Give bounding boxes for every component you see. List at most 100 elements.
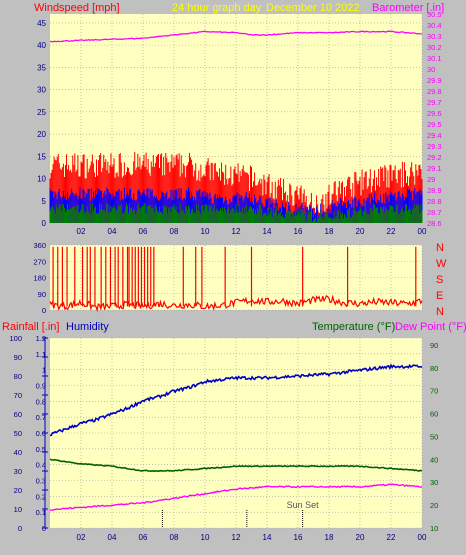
rainfall-tick-label: 0.4 bbox=[36, 461, 46, 470]
direction-spikes bbox=[52, 246, 417, 307]
time-tick-label: 08 bbox=[170, 533, 179, 542]
temperature-tick-label: 40 bbox=[430, 455, 438, 464]
rainfall-tick-label: 0 bbox=[42, 524, 46, 533]
windspeed-tick-label: 0 bbox=[42, 219, 47, 228]
rainfall-tick-label: 1.2 bbox=[36, 334, 46, 343]
humidity-tick-label: 60 bbox=[14, 410, 22, 419]
barometer-tick-label: 30.1 bbox=[427, 54, 442, 63]
humidity-tick-label: 20 bbox=[14, 486, 22, 495]
time-tick-labels: 02 04 06 08 10 12 14 16 18 20 22 00 bbox=[77, 533, 427, 542]
windspeed-tick-label: 5 bbox=[42, 197, 47, 206]
chart-date: December 10 2022 bbox=[266, 2, 360, 14]
humidity-tick-label: 10 bbox=[14, 505, 22, 514]
rainfall-tick-label: 0.1 bbox=[36, 508, 46, 517]
time-tick-label: 16 bbox=[294, 227, 303, 236]
wind-barometer-panel: 0 5 10 15 20 25 30 35 40 45 28.6 28.7 28.8 28.9 29 29.… bbox=[37, 10, 442, 236]
barometer-tick-label: 28.9 bbox=[427, 186, 442, 195]
windspeed-tick-label: 35 bbox=[37, 63, 46, 72]
humidity-tick-label: 90 bbox=[14, 353, 22, 362]
temperature-tick-label: 20 bbox=[430, 501, 438, 510]
windspeed-tick-label: 30 bbox=[37, 86, 46, 95]
rainfall-tick-label: 1.1 bbox=[36, 350, 46, 359]
time-tick-label: 18 bbox=[325, 533, 334, 542]
barometer-tick-label: 30.4 bbox=[427, 21, 442, 30]
barometer-tick-label: 29.3 bbox=[427, 142, 442, 151]
time-tick-label: 00 bbox=[418, 533, 427, 542]
rainfall-tick-label: 0.7 bbox=[36, 413, 46, 422]
barometer-tick-label: 30.2 bbox=[427, 43, 442, 52]
barometer-tick-label: 29.2 bbox=[427, 153, 442, 162]
barometer-tick-label: 29.6 bbox=[427, 109, 442, 118]
windspeed-tick-label: 25 bbox=[37, 108, 46, 117]
rainfall-tick-label: 0.5 bbox=[36, 445, 46, 454]
barometer-tick-label: 29.7 bbox=[427, 98, 442, 107]
barometer-tick-label: 29.4 bbox=[427, 131, 442, 140]
barometer-tick-label: 29.9 bbox=[427, 76, 442, 85]
windspeed-bands bbox=[49, 152, 423, 223]
barometer-tick-label: 28.6 bbox=[427, 219, 442, 228]
rainfall-tick-label: 0.3 bbox=[36, 477, 46, 486]
direction-tick-labels: 0 90 180 270 360 bbox=[33, 241, 46, 315]
barometer-tick-labels: 28.6 28.7 28.8 28.9 29 29.1 29.2 29.3 29.4 29.5 29… bbox=[427, 10, 442, 228]
windspeed-tick-label: 45 bbox=[37, 19, 46, 28]
time-tick-label: 06 bbox=[139, 227, 148, 236]
direction-tick-label: 0 bbox=[42, 306, 46, 315]
humidity-tick-label: 50 bbox=[14, 429, 22, 438]
time-tick-label: 12 bbox=[232, 227, 241, 236]
rainfall-tick-label: 0.2 bbox=[36, 492, 46, 501]
direction-tick-label: 90 bbox=[38, 290, 46, 299]
humidity-tick-label: 40 bbox=[14, 448, 22, 457]
rainfall-tick-label: 0.9 bbox=[36, 382, 46, 391]
barometer-tick-label: 28.8 bbox=[427, 197, 442, 206]
compass-label: W bbox=[436, 258, 447, 270]
time-tick-label: 16 bbox=[294, 533, 303, 542]
direction-tick-label: 180 bbox=[33, 274, 46, 283]
time-tick-labels: 02 04 06 08 10 12 14 16 18 20 22 00 bbox=[77, 227, 427, 236]
humidity-axis-title: Humidity bbox=[66, 321, 109, 333]
rainfall-axis-title: Rainfall [.in] bbox=[2, 321, 59, 333]
time-tick-label: 10 bbox=[201, 227, 210, 236]
windspeed-tick-label: 10 bbox=[37, 175, 46, 184]
time-tick-label: 22 bbox=[387, 227, 396, 236]
time-tick-label: 06 bbox=[139, 533, 148, 542]
sun-markers bbox=[161, 510, 304, 528]
barometer-axis-title: Barometer [.in] bbox=[372, 2, 444, 14]
time-tick-label: 08 bbox=[170, 227, 179, 236]
barometer-line bbox=[50, 30, 423, 43]
humidity-line bbox=[49, 363, 423, 437]
barometer-tick-label: 29.5 bbox=[427, 120, 442, 129]
windspeed-axis-title: Windspeed [mph] bbox=[34, 2, 120, 14]
time-tick-label: 00 bbox=[418, 227, 427, 236]
compass-label: N bbox=[436, 242, 444, 254]
barometer-tick-label: 30 bbox=[427, 65, 435, 74]
sun-set-label: Sun Set bbox=[287, 500, 320, 510]
time-tick-label: 10 bbox=[201, 533, 210, 542]
direction-tick-label: 360 bbox=[33, 241, 46, 250]
humidity-tick-label: 0 bbox=[18, 524, 22, 533]
temperature-tick-label: 60 bbox=[430, 410, 438, 419]
barometer-tick-label: 29.8 bbox=[427, 87, 442, 96]
barometer-tick-label: 29 bbox=[427, 175, 435, 184]
time-tick-label: 04 bbox=[108, 227, 117, 236]
temperature-tick-labels: 10 20 30 40 50 60 70 80 90 bbox=[430, 341, 438, 533]
compass-label: E bbox=[436, 290, 443, 302]
time-tick-label: 18 bbox=[325, 227, 334, 236]
humidity-tick-label: 70 bbox=[14, 391, 22, 400]
dewpoint-axis-title: Dew Point (°F) bbox=[395, 321, 466, 333]
temperature-tick-label: 80 bbox=[430, 364, 438, 373]
windspeed-tick-label: 40 bbox=[37, 41, 46, 50]
rainfall-tick-labels: 0 0.1 0.2 0.3 0.4 0.5 0.6 0.7 0.8 0.9 1 1.1 1.2 bbox=[36, 334, 46, 533]
time-tick-label: 14 bbox=[263, 227, 272, 236]
time-tick-label: 22 bbox=[387, 533, 396, 542]
humidity-tick-label: 80 bbox=[14, 372, 22, 381]
direction-tick-label: 270 bbox=[33, 257, 46, 266]
compass-label: S bbox=[436, 274, 443, 286]
humidity-tick-label: 30 bbox=[14, 467, 22, 476]
temperature-tick-label: 10 bbox=[430, 524, 438, 533]
barometer-tick-label: 29.1 bbox=[427, 164, 442, 173]
windspeed-tick-label: 20 bbox=[37, 130, 46, 139]
time-tick-label: 12 bbox=[232, 533, 241, 542]
